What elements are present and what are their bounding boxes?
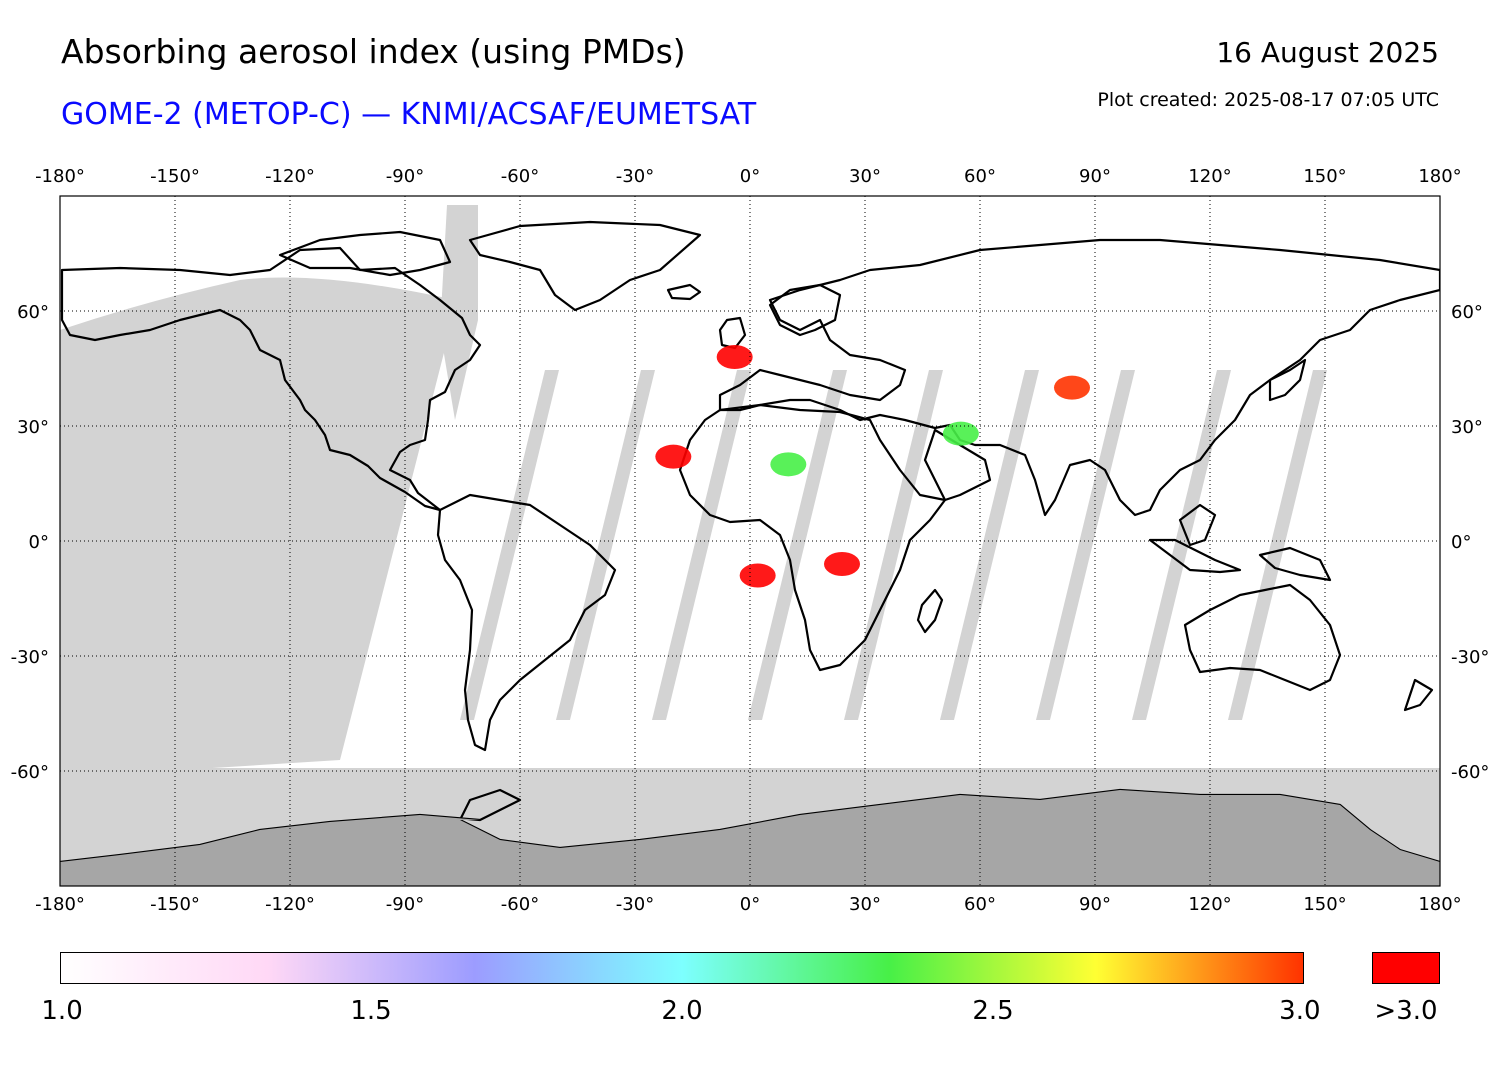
- coast-madagascar: [916, 588, 944, 634]
- lon-ticks-top: -180° -150° -120° -90° -60° -30° 0° 30° 60° 90° 12…: [35, 166, 1462, 187]
- lon-tick-label: 30°: [849, 166, 881, 187]
- lon-tick-label: -60°: [501, 166, 539, 187]
- colorbar-tick-label: 1.0: [41, 996, 83, 1026]
- lat-tick-label: 0°: [29, 532, 49, 553]
- lon-tick-label: 120°: [1188, 894, 1231, 915]
- coast-arctic-islands: [278, 230, 452, 277]
- swath-gap: [460, 370, 559, 720]
- lat-tick-label: 60°: [1451, 302, 1483, 323]
- coast-new-guinea: [1258, 546, 1332, 582]
- lat-tick-label: 30°: [17, 417, 49, 438]
- colorbar-tick-label: 3.0: [1279, 996, 1321, 1026]
- lat-tick-label: 0°: [1451, 532, 1471, 553]
- lon-tick-label: 60°: [964, 894, 996, 915]
- coast-arabia: [923, 428, 992, 502]
- lat-tick-label: -30°: [11, 647, 49, 668]
- lat-tick-label: -60°: [1451, 762, 1489, 783]
- graticule: [60, 196, 1440, 886]
- coast-north-america: [60, 246, 482, 512]
- colorbar-tick-label: 1.5: [350, 996, 392, 1026]
- lat-ticks-right: 60° 30° 0° -30° -60°: [1451, 302, 1489, 783]
- lon-tick-label: 150°: [1303, 166, 1346, 187]
- date-label: 16 August 2025: [1216, 36, 1439, 69]
- himalaya-band: [1054, 375, 1090, 400]
- congo-plume: [824, 552, 860, 576]
- coast-scandinavia: [768, 283, 842, 337]
- map-frame: [59, 195, 1441, 887]
- chart-subtitle: GOME-2 (METOP-C) — KNMI/ACSAF/EUMETSAT: [61, 97, 757, 132]
- coast-australia: [1183, 583, 1342, 692]
- lon-tick-label: -180°: [35, 166, 85, 187]
- swath-gap: [556, 370, 655, 720]
- swath-gap: [1132, 370, 1231, 720]
- colorbar-tick-label: 2.0: [661, 996, 703, 1026]
- coast-indonesia: [1148, 538, 1242, 574]
- coast-south-america: [436, 493, 617, 752]
- coast-greenland: [468, 220, 702, 312]
- arabia-band: [942, 421, 979, 446]
- lon-tick-label: 180°: [1418, 894, 1461, 915]
- lon-tick-label: -90°: [386, 166, 424, 187]
- colorbar: [60, 952, 1304, 984]
- lon-tick-label: -30°: [616, 894, 654, 915]
- colorbar-over-swatch: [1372, 952, 1440, 984]
- lon-tick-label: 180°: [1418, 166, 1461, 187]
- lon-tick-label: 0°: [740, 166, 760, 187]
- lon-tick-label: 120°: [1188, 166, 1231, 187]
- swath-gap: [652, 370, 751, 720]
- swath-gap: [1036, 370, 1135, 720]
- sahara-band: [770, 452, 807, 477]
- lon-tick-label: -180°: [35, 894, 85, 915]
- angola-plume: [739, 563, 776, 588]
- lon-tick-label: -60°: [501, 894, 539, 915]
- iberia-plume: [716, 345, 753, 369]
- lon-ticks-bottom: -180° -150° -120° -90° -60° -30° 0° 30° 60° 90° 12…: [35, 894, 1462, 915]
- lat-tick-label: 60°: [17, 302, 49, 323]
- lon-tick-label: -150°: [150, 894, 200, 915]
- lat-tick-label: -60°: [11, 762, 49, 783]
- lon-tick-label: -30°: [616, 166, 654, 187]
- swath-gap: [940, 370, 1039, 720]
- antarctica-land: [60, 790, 1440, 886]
- coast-new-zealand: [1403, 678, 1434, 712]
- lat-tick-label: -30°: [1451, 647, 1489, 668]
- lat-ticks-left: 60° 30° 0° -30° -60°: [11, 302, 49, 783]
- swath-gap: [1228, 370, 1327, 720]
- lon-tick-label: -90°: [386, 894, 424, 915]
- lon-tick-label: 30°: [849, 894, 881, 915]
- lat-tick-label: 30°: [1451, 417, 1483, 438]
- night-gap-region: [60, 277, 460, 770]
- coast-africa: [678, 403, 947, 672]
- colorbar-tick-label: 2.5: [972, 996, 1014, 1026]
- lon-tick-label: -120°: [265, 894, 315, 915]
- lon-tick-label: 90°: [1079, 166, 1111, 187]
- lon-tick-label: -120°: [265, 166, 315, 187]
- colorbar-over-label: >3.0: [1374, 996, 1438, 1026]
- world-map: -180° -150° -120° -90° -60° -30° 0° 30° 60° 90° 12…: [11, 166, 1490, 915]
- aerosol-hotspots: [655, 345, 1090, 588]
- lon-tick-label: -150°: [150, 166, 200, 187]
- lon-tick-label: 150°: [1303, 894, 1346, 915]
- lon-tick-label: 0°: [740, 894, 760, 915]
- coast-iceland: [666, 283, 702, 301]
- canary-plume: [655, 444, 692, 469]
- coast-japan: [1268, 358, 1307, 402]
- chart-title: Absorbing aerosol index (using PMDs): [61, 32, 686, 71]
- created-label: Plot created: 2025-08-17 07:05 UTC: [1097, 89, 1439, 111]
- edge-gap-region: [60, 365, 75, 500]
- swath-gap: [748, 370, 847, 720]
- lon-tick-label: 60°: [964, 166, 996, 187]
- lon-tick-label: 90°: [1079, 894, 1111, 915]
